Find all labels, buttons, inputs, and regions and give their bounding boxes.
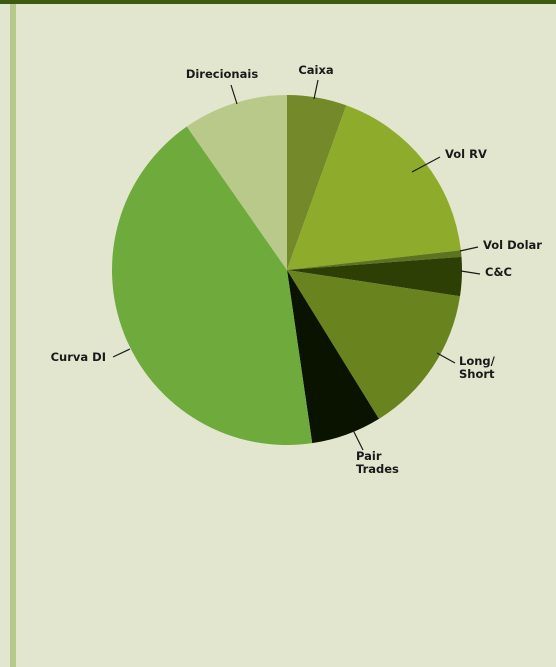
pie-slice-5: [287, 270, 379, 444]
slice-label-0: Caixa: [298, 63, 333, 77]
leader-line-2: [459, 246, 479, 252]
pie-slice-4: [287, 270, 461, 419]
pie-slice-7: [186, 95, 287, 270]
slice-label-7: Direcionais: [186, 67, 259, 81]
slice-label-1: Vol RV: [445, 147, 487, 161]
leader-line-5: [352, 429, 364, 451]
pie-slices: [111, 95, 462, 446]
slice-label-3: C&C: [485, 265, 512, 279]
slice-label-6: Curva DI: [51, 350, 106, 364]
leader-line-4: [436, 352, 456, 364]
pie-slice-6: [111, 126, 313, 446]
pie-slice-0: [287, 95, 347, 270]
pie-labels: Caixa Vol RV Vol Dolar C&C Long/Short Pair Tra…: [51, 63, 543, 476]
leader-line-0: [313, 79, 319, 100]
pie-leader-lines: [112, 79, 481, 451]
pie-slice-1: [287, 105, 461, 270]
leader-line-3: [460, 270, 481, 275]
slice-label-5: Pair Trades: [356, 449, 399, 476]
leader-line-1: [411, 156, 441, 173]
top-accent-bar: [0, 0, 556, 4]
slice-label-2: Vol Dolar: [483, 238, 542, 252]
pie-slice-2: [287, 250, 462, 270]
pie-slice-3: [287, 256, 462, 297]
leader-line-6: [112, 348, 131, 358]
slice-label-4: Long/Short: [459, 354, 496, 381]
leader-line-7: [230, 84, 238, 105]
left-accent-rail: [10, 4, 16, 667]
